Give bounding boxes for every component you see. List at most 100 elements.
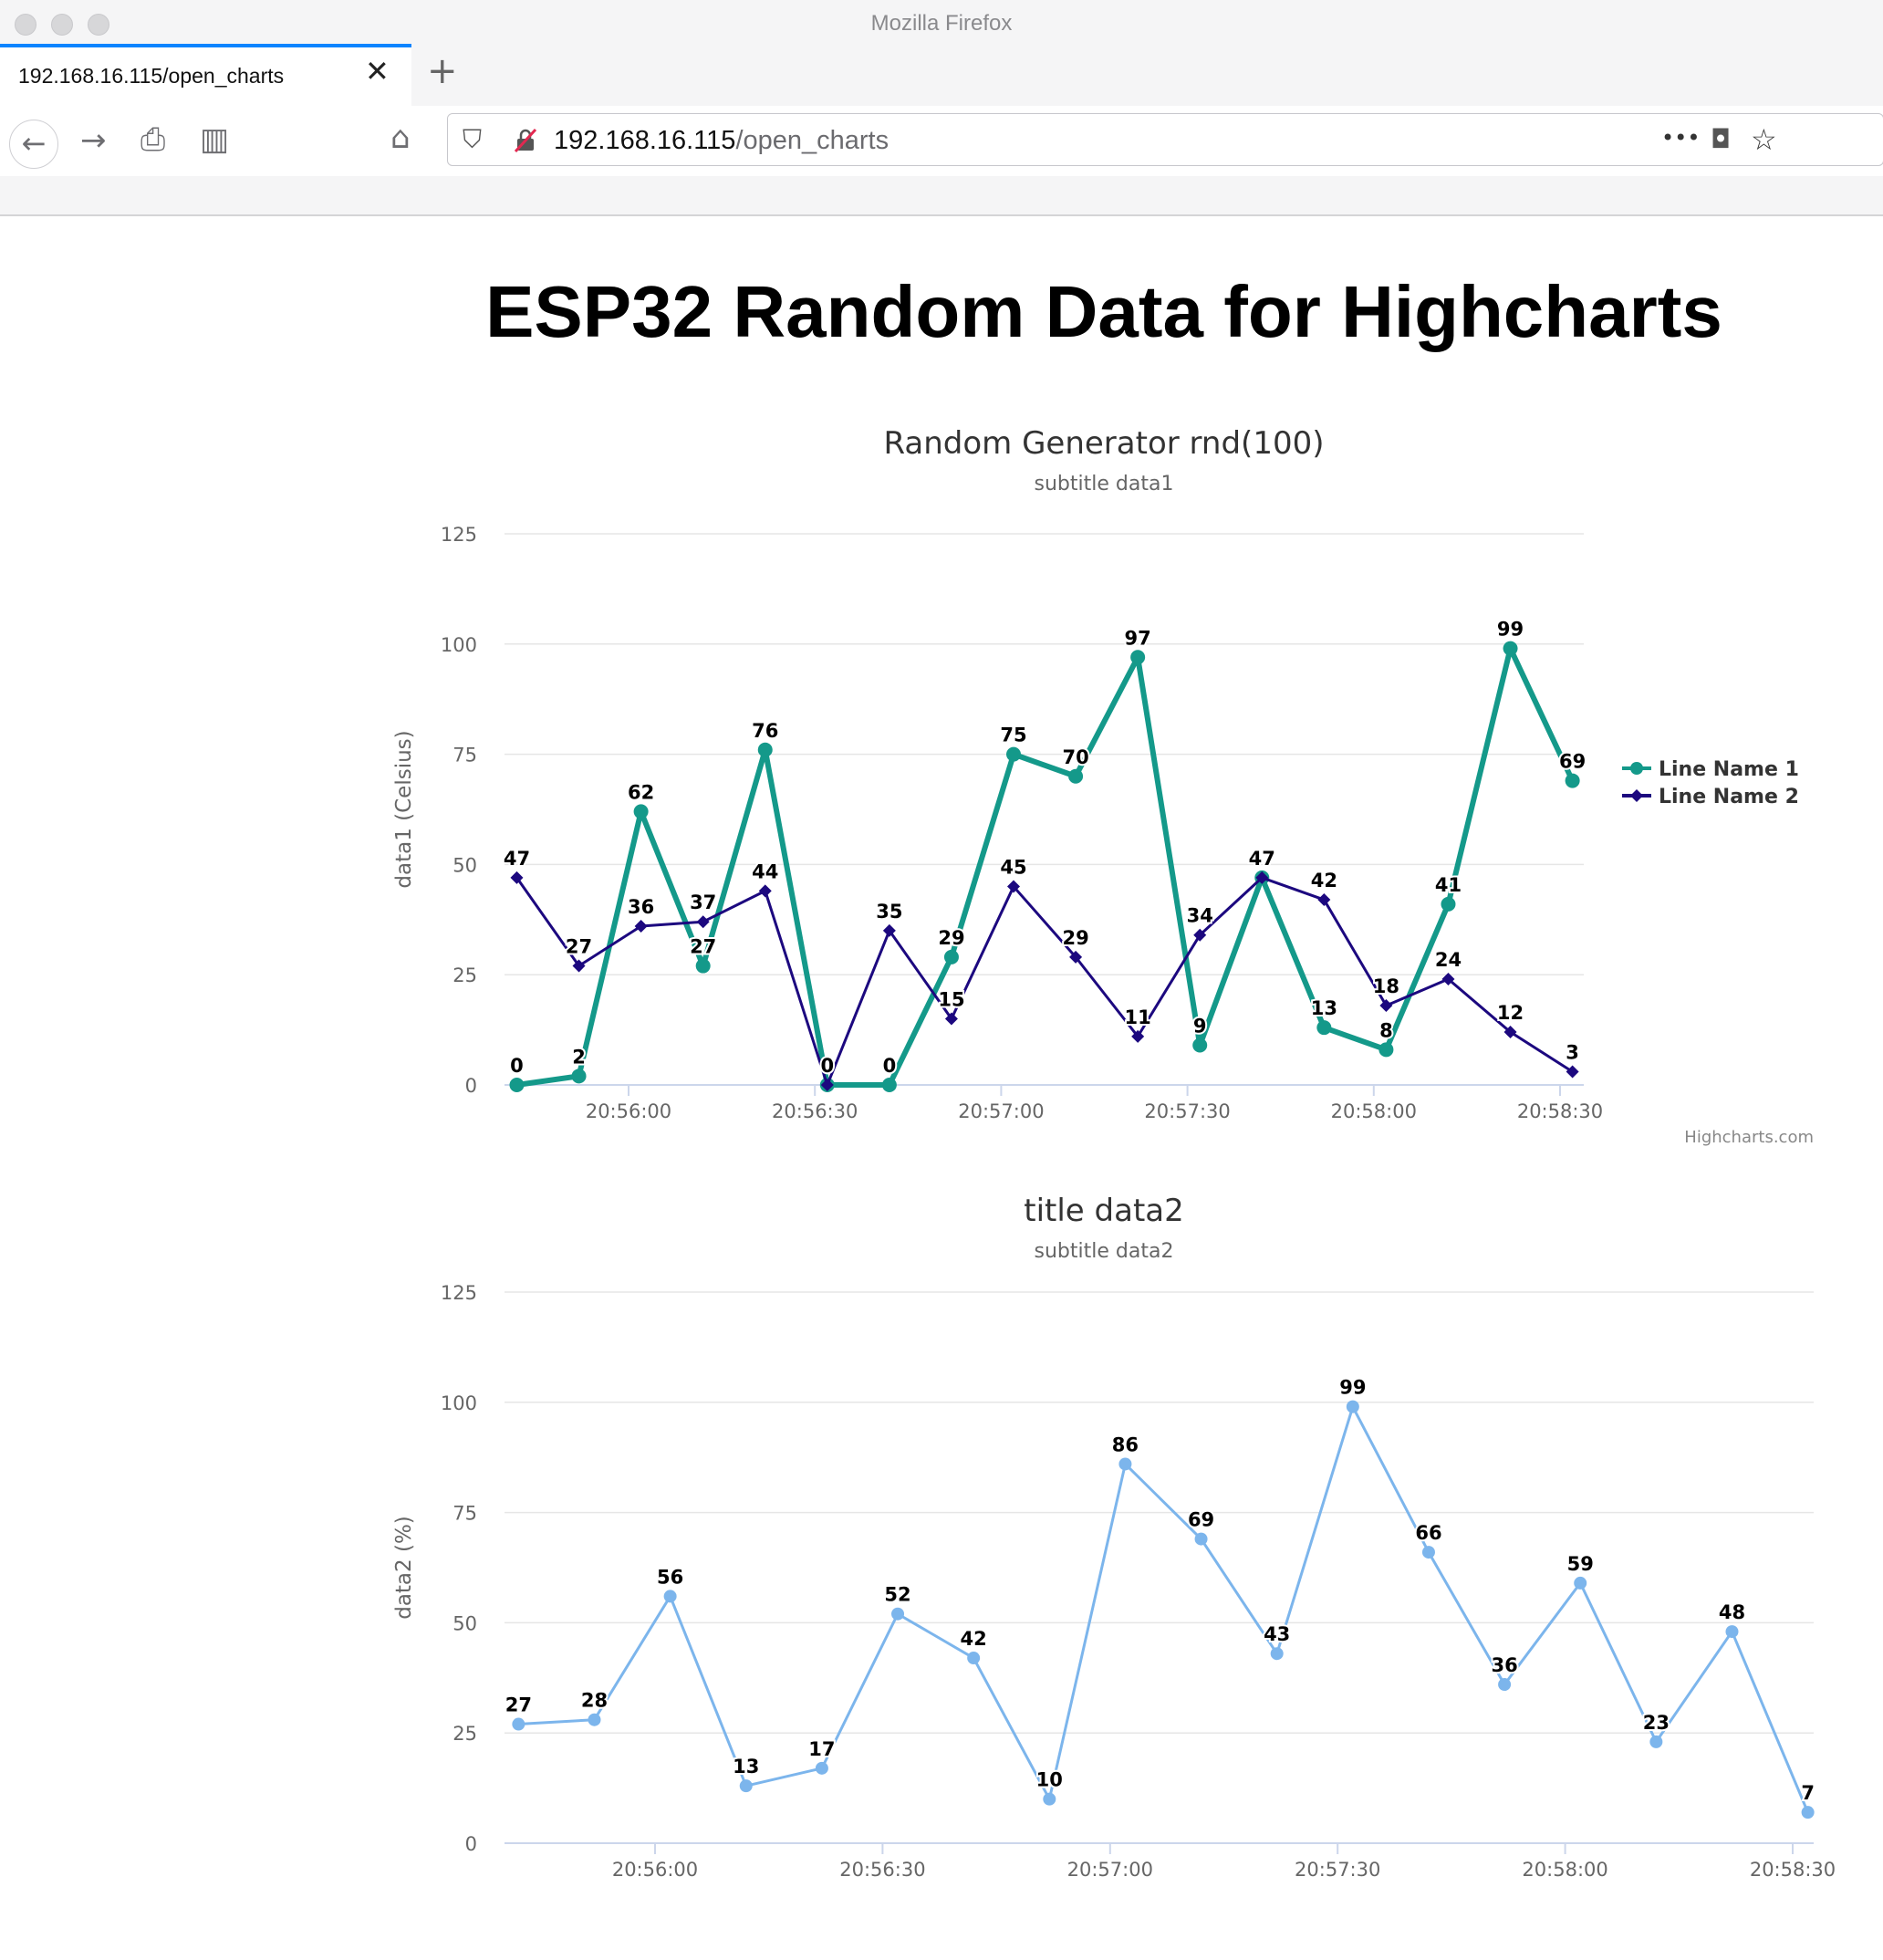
url-text[interactable]: 192.168.16.115/open_charts: [554, 126, 889, 156]
data-label: 17: [808, 1738, 835, 1760]
x-tick-label: 20:58:00: [1522, 1859, 1607, 1881]
series-line: [515, 876, 1574, 1087]
data-point: [1192, 1037, 1208, 1053]
data-label: 45: [1000, 857, 1026, 879]
legend-symbol-marker: [1630, 789, 1643, 802]
data-label: 52: [884, 1584, 910, 1606]
window-title: Mozilla Firefox: [870, 11, 1013, 36]
chart-subtitle: subtitle data2: [1035, 1240, 1174, 1263]
insecure-lock-icon[interactable]: [512, 127, 539, 154]
data-label: 36: [628, 896, 654, 918]
x-tick-label: 20:56:00: [586, 1100, 671, 1122]
pocket-icon[interactable]: ◘: [1711, 124, 1732, 154]
data-label: 47: [1249, 848, 1275, 870]
y-tick-label: 50: [453, 1612, 477, 1634]
data-label: 69: [1559, 751, 1586, 773]
y-tick-label: 75: [453, 1503, 477, 1525]
data-label: 12: [1497, 1002, 1524, 1024]
data-label: 76: [752, 720, 778, 742]
data-label: 11: [1125, 1006, 1151, 1028]
chart-1: Random Generator rnd(100) subtitle data1 0…: [392, 425, 1814, 1147]
forward-button[interactable]: →: [80, 122, 107, 159]
data-label: 42: [1311, 870, 1337, 891]
data-point: [1069, 950, 1083, 964]
close-window-button[interactable]: [15, 14, 36, 36]
browser-tab[interactable]: 192.168.16.115/open_charts ✕: [0, 44, 411, 106]
minimize-window-button[interactable]: [51, 14, 73, 36]
data-label: 8: [1379, 1019, 1393, 1041]
data-label: 35: [876, 901, 902, 923]
data-point: [1317, 893, 1331, 907]
x-tick-label: 20:58:30: [1750, 1859, 1836, 1881]
reader-view-icon[interactable]: ▥: [200, 121, 230, 158]
data-label: 62: [628, 781, 654, 803]
data-point: [1118, 1457, 1132, 1471]
data-point: [1441, 973, 1455, 986]
print-icon[interactable]: ⎙: [140, 121, 166, 158]
data-point: [509, 1078, 525, 1092]
data-label: 47: [1249, 848, 1275, 870]
data-label: 47: [504, 848, 530, 870]
data-point: [512, 1717, 525, 1731]
data-point: [634, 920, 648, 933]
data-point: [1498, 1678, 1512, 1692]
data-label: 86: [1112, 1434, 1139, 1455]
data-label: 43: [1264, 1623, 1290, 1645]
data-point: [572, 959, 586, 973]
page-title: ESP32 Random Data for Highcharts: [485, 271, 1722, 352]
data-point: [758, 884, 772, 898]
new-tab-button[interactable]: +: [427, 50, 458, 92]
chart-2: title data2 subtitle data2 0 25 50 75 100 125 da…: [392, 1193, 1836, 1881]
credits-link[interactable]: Highcharts.com: [1684, 1128, 1814, 1147]
close-tab-icon[interactable]: ✕: [365, 54, 390, 89]
x-tick-label: 20:58:30: [1517, 1100, 1603, 1122]
data-point: [1194, 1532, 1208, 1546]
home-icon[interactable]: ⌂: [390, 120, 411, 156]
back-button[interactable]: ←: [9, 120, 58, 169]
y-tick-label: 125: [441, 524, 477, 546]
data-point: [588, 1713, 601, 1726]
data-point: [1270, 1647, 1284, 1661]
zoom-window-button[interactable]: [88, 14, 109, 36]
navigation-toolbar: ← → ⎙ ▥ ⌂ ⛉ 192.168.16.115/open_charts •…: [0, 106, 1883, 176]
data-point: [757, 742, 773, 757]
data-label: 36: [1491, 1654, 1517, 1676]
y-tick-label: 25: [453, 964, 477, 986]
shield-icon[interactable]: ⛉: [463, 124, 483, 154]
data-label: 0: [510, 1055, 524, 1077]
data-point: [571, 1069, 587, 1084]
data-point: [696, 915, 710, 929]
data-label: 2: [572, 1046, 586, 1068]
data-label: 7: [1801, 1782, 1815, 1804]
data-label: 0: [883, 1055, 897, 1077]
data-label: 0: [821, 1055, 835, 1077]
data-label: 56: [657, 1566, 683, 1588]
data-point: [815, 1761, 828, 1775]
data-point: [1346, 1400, 1359, 1413]
x-tick-label: 20:56:00: [612, 1859, 698, 1881]
legend-symbol-marker: [1630, 762, 1643, 775]
y-tick-label: 100: [441, 1392, 477, 1414]
y-tick-label: 0: [465, 1075, 477, 1097]
data-label: 28: [581, 1690, 608, 1712]
more-actions-icon[interactable]: •••: [1661, 125, 1701, 151]
legend-item-1[interactable]: Line Name 1: [1659, 758, 1799, 781]
data-point: [1193, 928, 1207, 942]
y-tick-label: 50: [453, 854, 477, 876]
data-label: 44: [752, 860, 778, 882]
y-tick-label: 25: [453, 1723, 477, 1745]
bookmark-star-icon[interactable]: ☆: [1751, 122, 1777, 157]
data-label: 29: [938, 927, 964, 949]
data-label: 66: [1415, 1522, 1441, 1544]
data-point: [695, 958, 711, 974]
url-bar[interactable]: ⛉ 192.168.16.115/open_charts ••• ◘ ☆: [447, 113, 1883, 166]
data-point: [1316, 1020, 1332, 1036]
data-point: [1801, 1806, 1815, 1819]
data-point: [881, 1078, 897, 1092]
data-label: 10: [1036, 1769, 1063, 1791]
data-point: [944, 1012, 958, 1026]
x-tick-label: 20:56:30: [839, 1859, 925, 1881]
legend-item-2[interactable]: Line Name 2: [1659, 786, 1799, 808]
data-point: [1379, 999, 1393, 1013]
chart-title: Random Generator rnd(100): [884, 425, 1325, 462]
